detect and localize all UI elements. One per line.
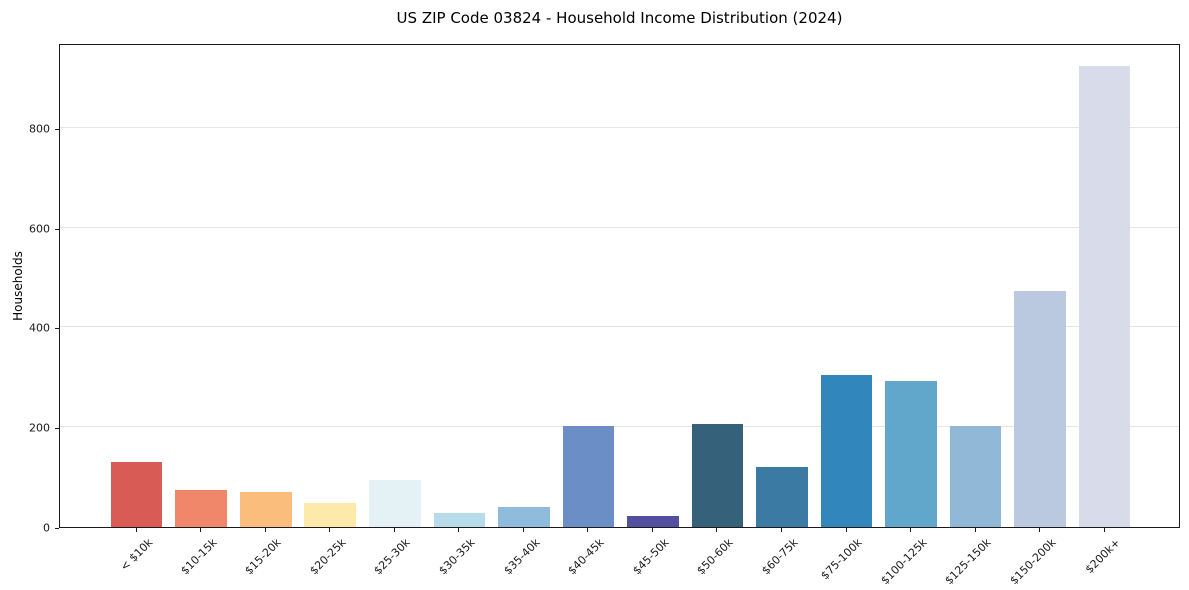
bar-$15-20k xyxy=(239,491,292,527)
x-tick-label-$50-60k: $50-60k xyxy=(694,536,736,578)
bar-$30-35k xyxy=(433,512,486,527)
x-tick-mark-$75-100k xyxy=(845,528,847,532)
y-axis-label: Households xyxy=(11,251,25,321)
y-tick-label-800: 800 xyxy=(29,122,50,136)
gridline-y-800 xyxy=(60,126,1179,128)
bar-$50-60k xyxy=(691,424,744,527)
x-tick-mark-$125-150k xyxy=(974,528,976,532)
bar-$40-45k xyxy=(562,425,615,527)
y-tick-mark-600 xyxy=(55,228,59,230)
x-tick-mark-$100-125k xyxy=(910,528,912,532)
x-tick-mark-$50-60k xyxy=(716,528,718,532)
bar-$20-25k xyxy=(304,503,357,527)
x-tick-mark-$40-45k xyxy=(587,528,589,532)
x-tick-mark-< $10k xyxy=(135,528,137,532)
x-tick-label-$20-25k: $20-25k xyxy=(307,536,349,578)
x-tick-mark-$45-50k xyxy=(651,528,653,532)
y-tick-mark-0 xyxy=(55,528,59,529)
x-tick-mark-$35-40k xyxy=(522,528,524,532)
x-tick-mark-$60-75k xyxy=(781,528,782,532)
x-tick-label-$35-40k: $35-40k xyxy=(500,536,543,578)
bar-$45-50k xyxy=(627,515,679,527)
x-tick-label-$60-75k: $60-75k xyxy=(758,536,801,578)
x-tick-label-$125-150k: $125-150k xyxy=(942,536,994,588)
x-tick-label-$40-45k: $40-45k xyxy=(565,536,607,578)
x-tick-label-$100-125k: $100-125k xyxy=(878,536,930,588)
x-tick-label-$15-20k: $15-20k xyxy=(242,536,284,578)
bar-$10-15k xyxy=(175,490,228,527)
x-tick-mark-$25-30k xyxy=(393,528,395,532)
chart-title: US ZIP Code 03824 - Household Income Dis… xyxy=(396,9,843,27)
bar-$200k+ xyxy=(1078,66,1131,527)
x-tick-label-$200k+: $200k+ xyxy=(1082,536,1123,577)
y-tick-mark-400 xyxy=(55,328,59,330)
bar-$60-75k xyxy=(756,467,808,527)
x-tick-mark-$30-35k xyxy=(458,528,460,532)
x-tick-label-$45-50k: $45-50k xyxy=(629,536,672,578)
y-tick-label-200: 200 xyxy=(29,421,50,435)
plot-area xyxy=(59,44,1180,528)
x-tick-label-$25-30k: $25-30k xyxy=(371,536,414,578)
bar-$150-200k xyxy=(1014,291,1066,527)
bar-$75-100k xyxy=(820,374,873,527)
y-tick-mark-800 xyxy=(55,128,59,130)
bar-< $10k xyxy=(110,462,163,527)
y-tick-mark-200 xyxy=(55,428,59,430)
x-tick-label-$30-35k: $30-35k xyxy=(436,536,478,578)
x-tick-mark-$20-25k xyxy=(329,528,331,532)
x-tick-mark-$10-15k xyxy=(200,528,202,532)
x-tick-mark-$200k+ xyxy=(1103,528,1105,532)
gridline-y-200 xyxy=(60,426,1179,428)
bar-$35-40k xyxy=(498,506,550,527)
x-tick-label-$150-200k: $150-200k xyxy=(1007,536,1059,588)
bar-$25-30k xyxy=(369,479,421,527)
bar-$100-125k xyxy=(885,381,937,527)
bar-$125-150k xyxy=(949,425,1002,527)
y-tick-label-600: 600 xyxy=(29,222,50,236)
gridline-y-600 xyxy=(60,226,1179,228)
y-tick-label-0: 0 xyxy=(43,521,50,535)
y-tick-label-400: 400 xyxy=(29,321,50,335)
gridline-y-400 xyxy=(60,326,1179,328)
x-tick-label-$10-15k: $10-15k xyxy=(178,536,220,578)
x-tick-label-$75-100k: $75-100k xyxy=(818,536,865,583)
x-tick-mark-$150-200k xyxy=(1039,528,1041,532)
x-tick-mark-$15-20k xyxy=(264,528,266,532)
x-tick-label-< $10k: < $10k xyxy=(117,536,155,574)
